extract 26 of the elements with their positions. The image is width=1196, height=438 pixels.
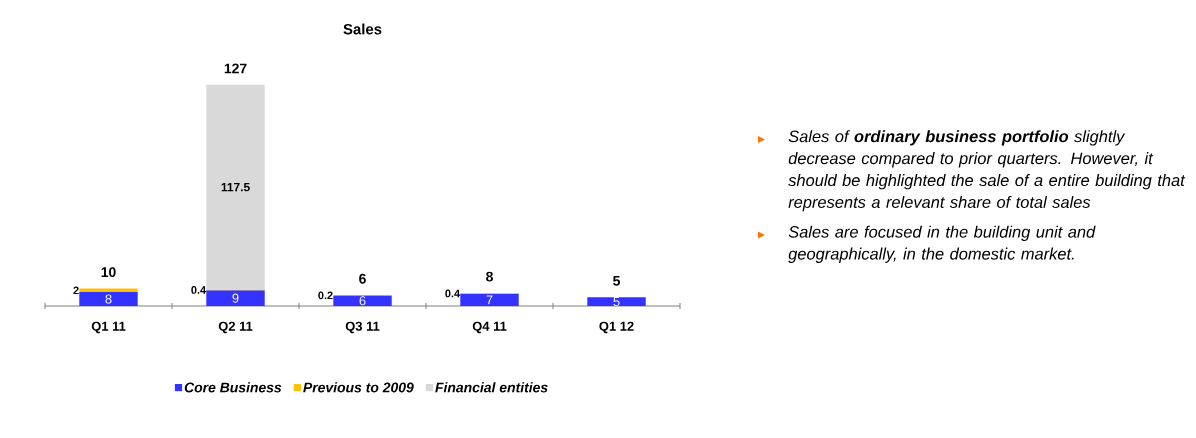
text: Sales are focused in the building unit and geographically, in the domestic market.	[788, 225, 1096, 263]
data-label: 6	[359, 296, 366, 306]
total-label: 6	[359, 273, 366, 284]
data-label: 5	[613, 297, 620, 307]
legend-label: Previous to 2009	[303, 382, 414, 393]
total-label: 5	[613, 276, 620, 286]
data-label: 0.4	[191, 286, 207, 294]
x-tick-label: Q2 11	[218, 321, 253, 334]
x-tick-label: Q1 11	[91, 321, 126, 334]
data-label: 8	[105, 294, 112, 304]
legend-label: Financial entities	[435, 382, 548, 393]
data-label: 0.2	[318, 291, 333, 300]
x-tick-label: Q3 11	[345, 321, 380, 334]
total-label: 10	[101, 267, 116, 278]
total-label: 127	[224, 63, 247, 74]
legend-label: Core Business	[184, 382, 282, 393]
data-label: 2	[73, 286, 79, 295]
data-label: 0.4	[445, 289, 461, 298]
x-tick-label: Q1 12	[599, 321, 634, 334]
x-tick-label: Q4 11	[472, 321, 507, 334]
data-label: 117.5	[221, 183, 250, 192]
text: Sales of ordinary business portfolio slightly decrease compared to prior quarters. However, it should be highlighted the sale of a entire building that represents a relevant share of total sales	[788, 130, 1186, 212]
total-label: 8	[486, 271, 493, 282]
data-label: 7	[486, 295, 493, 305]
chart-title: Sales	[343, 23, 382, 35]
data-label: 9	[232, 293, 239, 303]
